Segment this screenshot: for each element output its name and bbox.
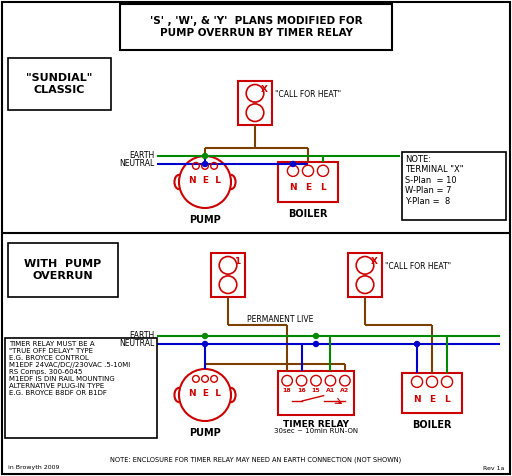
Text: A2: A2 [340,388,350,393]
Text: "SUNDIAL"
CLASSIC: "SUNDIAL" CLASSIC [26,73,92,95]
Text: 30sec ~ 10min RUN-ON: 30sec ~ 10min RUN-ON [274,428,358,434]
Text: TIMER RELAY: TIMER RELAY [283,420,349,429]
Bar [8,58,111,110]
Text: NEUTRAL: NEUTRAL [120,339,155,348]
Text: N  E  L: N E L [189,176,221,185]
Bar [278,371,354,415]
Text: A1: A1 [326,388,335,393]
Text: EARTH: EARTH [130,151,155,160]
Text: PERMANENT LIVE: PERMANENT LIVE [247,316,313,325]
Bar [402,373,462,413]
Circle shape [203,341,207,347]
Text: "CALL FOR HEAT": "CALL FOR HEAT" [275,89,341,99]
Text: L: L [320,184,326,192]
Text: E: E [305,184,311,192]
Circle shape [203,334,207,338]
Circle shape [415,341,419,347]
Text: BOILER: BOILER [412,420,452,430]
Text: "CALL FOR HEAT": "CALL FOR HEAT" [385,262,451,271]
Text: 'S' , 'W', & 'Y'  PLANS MODIFIED FOR
PUMP OVERRUN BY TIMER RELAY: 'S' , 'W', & 'Y' PLANS MODIFIED FOR PUMP… [150,16,362,38]
Text: N: N [413,395,421,404]
Text: N: N [289,184,297,192]
Circle shape [203,161,207,167]
Text: 15: 15 [312,388,321,393]
Bar [402,152,506,220]
Text: NOTE:
TERMINAL "X"
S-Plan  = 10
W-Plan = 7
Y-Plan =  8: NOTE: TERMINAL "X" S-Plan = 10 W-Plan = … [405,155,463,206]
Text: L: L [444,395,450,404]
Text: Rev 1a: Rev 1a [483,466,504,470]
Text: 16: 16 [297,388,306,393]
Text: NEUTRAL: NEUTRAL [120,159,155,169]
Circle shape [313,334,318,338]
Text: PUMP: PUMP [189,215,221,225]
Bar [211,253,245,297]
Text: X: X [371,258,378,266]
Text: E: E [429,395,435,404]
Text: 18: 18 [283,388,291,393]
Circle shape [179,156,231,208]
Circle shape [203,153,207,159]
Circle shape [179,369,231,421]
Bar [120,4,392,50]
Circle shape [313,341,318,347]
Bar [238,81,272,125]
Bar [8,243,118,297]
Text: 1: 1 [234,258,241,266]
Text: X: X [261,85,268,94]
Text: WITH  PUMP
OVERRUN: WITH PUMP OVERRUN [25,259,101,281]
Text: EARTH: EARTH [130,331,155,340]
Circle shape [290,161,295,167]
Text: NOTE: ENCLOSURE FOR TIMER RELAY MAY NEED AN EARTH CONNECTION (NOT SHOWN): NOTE: ENCLOSURE FOR TIMER RELAY MAY NEED… [111,457,401,463]
Bar [278,162,338,202]
Text: BOILER: BOILER [288,209,328,219]
Text: PUMP: PUMP [189,428,221,438]
Text: TIMER RELAY MUST BE A
"TRUE OFF DELAY" TYPE
E.G. BROYCE CONTROL
M1EDF 24VAC/DC//: TIMER RELAY MUST BE A "TRUE OFF DELAY" T… [9,341,130,396]
Text: in Browyth 2009: in Browyth 2009 [8,466,59,470]
Bar [348,253,382,297]
Bar [5,338,157,438]
Text: N  E  L: N E L [189,389,221,398]
